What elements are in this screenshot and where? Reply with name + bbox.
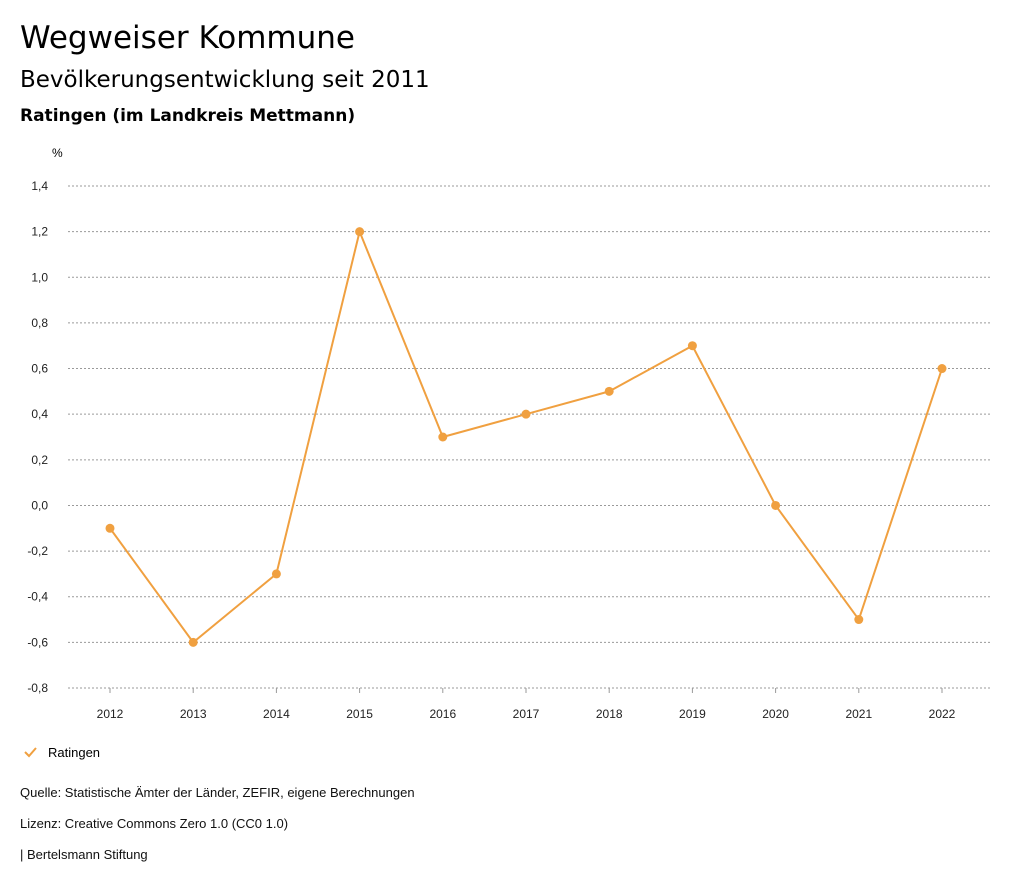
data-point[interactable]: [521, 409, 531, 419]
series-layer: [105, 227, 947, 647]
data-point[interactable]: [438, 432, 448, 442]
x-tick-label: 2018: [596, 707, 623, 721]
y-tick-label: -0,6: [27, 635, 48, 649]
x-axis-ticks: 2012 2013 2014 2015 2016 2017 2018 2019 2020 2021…: [97, 688, 956, 721]
legend-check-icon: [24, 747, 37, 758]
series-line-ratingen: [109, 230, 943, 644]
y-axis-ticks: 1,4 1,2 1,0 0,8 0,6 0,4 0,2 0,0 -0,2 -0,4 -0,6 -0,8: [27, 179, 48, 695]
x-tick-label: 2016: [429, 707, 456, 721]
y-tick-label: 0,2: [31, 453, 48, 467]
line-chart: 1,4 1,2 1,0 0,8 0,6 0,4 0,2 0,0 -0,2 -0,4 -0,6 -0,8…: [27, 179, 990, 721]
x-tick-label: 2022: [929, 707, 956, 721]
data-point[interactable]: [604, 386, 614, 396]
data-point[interactable]: [771, 500, 781, 510]
y-tick-label: -0,8: [27, 681, 48, 695]
x-tick-label: 2012: [97, 707, 124, 721]
y-tick-label: 0,6: [31, 362, 48, 376]
y-tick-label: 1,4: [31, 179, 48, 193]
legend[interactable]: Ratingen: [22, 744, 100, 760]
x-tick-label: 2014: [263, 707, 290, 721]
license-note: Lizenz: Creative Commons Zero 1.0 (CC0 1…: [20, 816, 289, 831]
grid-lines: [68, 185, 990, 689]
y-tick-label: -0,4: [27, 590, 48, 604]
data-point[interactable]: [854, 615, 864, 625]
data-point[interactable]: [687, 341, 697, 351]
x-tick-label: 2019: [679, 707, 706, 721]
source-note: Quelle: Statistische Ämter der Länder, Z…: [20, 785, 415, 800]
y-tick-label: 1,0: [31, 270, 48, 284]
y-tick-label: 0,4: [31, 407, 48, 421]
data-point[interactable]: [271, 569, 281, 579]
y-axis-unit: %: [52, 146, 63, 160]
credit-note: | Bertelsmann Stiftung: [20, 847, 148, 862]
data-point[interactable]: [937, 364, 947, 374]
legend-label-ratingen: Ratingen: [48, 744, 101, 760]
data-point[interactable]: [355, 227, 365, 237]
y-tick-label: 0,8: [31, 316, 48, 330]
data-point[interactable]: [105, 523, 115, 533]
x-tick-label: 2017: [513, 707, 540, 721]
x-tick-label: 2013: [180, 707, 207, 721]
x-tick-label: 2020: [762, 707, 789, 721]
page-title: Wegweiser Kommune: [20, 20, 355, 56]
y-tick-label: 0,0: [31, 498, 48, 512]
region-label: Ratingen (im Landkreis Mettmann): [20, 106, 356, 126]
x-tick-label: 2015: [346, 707, 373, 721]
data-point[interactable]: [188, 637, 198, 647]
y-tick-label: -0,2: [27, 544, 48, 558]
y-tick-label: 1,2: [31, 225, 48, 239]
chart-subtitle: Bevölkerungsentwicklung seit 2011: [20, 67, 430, 93]
x-tick-label: 2021: [845, 707, 872, 721]
